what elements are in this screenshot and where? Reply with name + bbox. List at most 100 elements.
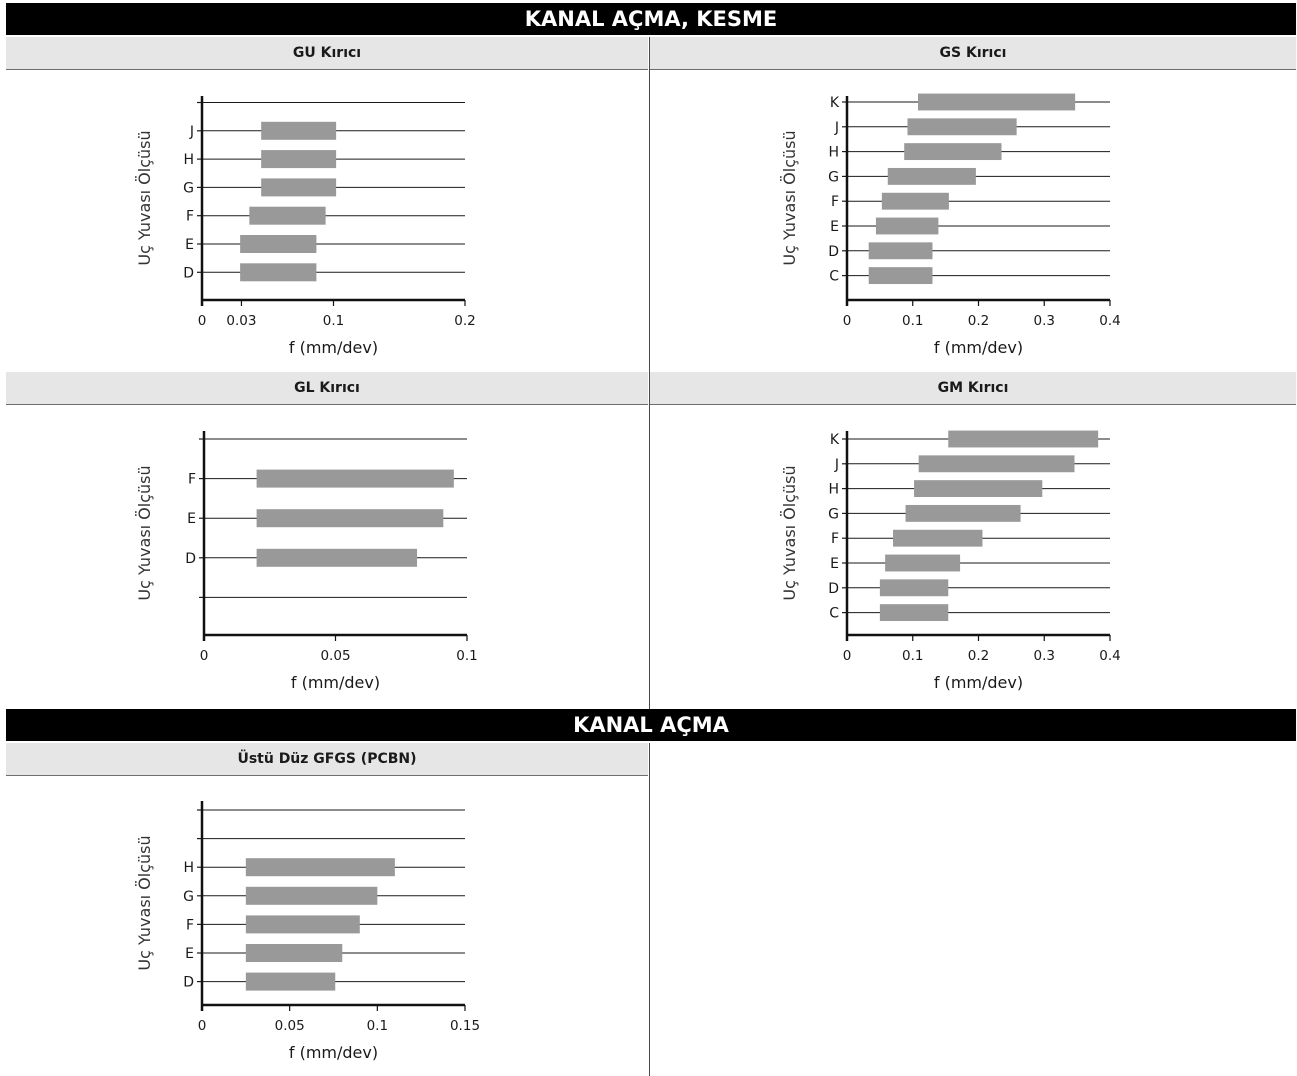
x-tick-label: 0.1 (902, 313, 923, 329)
x-tick-label: 0.1 (323, 313, 344, 329)
bar-F (893, 529, 983, 547)
x-tick-label: 0.4 (1099, 648, 1120, 664)
x-tick-label: 0.03 (226, 313, 256, 329)
y-tick-label: E (830, 556, 839, 572)
y-tick-label: E (185, 237, 194, 253)
y-tick-label: F (831, 531, 839, 547)
x-axis-label: f (mm/dev) (291, 673, 380, 692)
y-tick-label: E (830, 219, 839, 235)
bar-E (245, 944, 343, 962)
x-tick-label: 0 (200, 648, 209, 664)
x-tick-label: 0 (843, 648, 852, 664)
x-tick-label: 0.2 (968, 313, 989, 329)
y-tick-label: E (187, 511, 196, 527)
section-header-kanal-acma-kesme: KANAL AÇMA, KESME (6, 3, 1296, 35)
chart-title-gl: GL Kırıcı (6, 372, 648, 405)
bar-E (256, 509, 444, 528)
y-tick-label: E (185, 946, 194, 962)
bar-F (249, 206, 326, 225)
bar-K (918, 93, 1076, 111)
y-tick-label: K (830, 432, 840, 448)
y-tick-label: J (189, 124, 194, 140)
bar-E (885, 554, 961, 572)
bar-F (881, 192, 949, 210)
x-axis-label: f (mm/dev) (289, 338, 378, 357)
x-tick-label: 0 (198, 313, 207, 329)
x-tick-label: 0 (198, 1018, 207, 1034)
bar-C (868, 267, 933, 285)
y-tick-label: H (183, 152, 194, 168)
section-title: KANAL AÇMA, KESME (524, 7, 778, 31)
bar-G (261, 178, 337, 197)
y-tick-label: H (828, 145, 839, 161)
y-tick-label: F (188, 472, 196, 488)
y-tick-label: K (830, 95, 840, 111)
y-axis-label: Uç Yuvası Ölçüsü (780, 465, 799, 600)
y-tick-label: C (829, 269, 839, 285)
bar-J (907, 118, 1017, 136)
bar-K (948, 430, 1099, 448)
bar-C (879, 604, 949, 622)
bar-D (245, 972, 336, 991)
bar-D (879, 579, 949, 597)
y-axis-label: Uç Yuvası Ölçüsü (780, 130, 799, 265)
chart-title-gu: GU Kırıcı (6, 37, 648, 70)
x-tick-label: 0.3 (1034, 313, 1055, 329)
y-tick-label: J (834, 120, 839, 136)
x-tick-label: 0.05 (275, 1018, 305, 1034)
x-axis-label: f (mm/dev) (289, 1043, 378, 1062)
bar-F (245, 915, 360, 934)
x-tick-label: 0.4 (1099, 313, 1120, 329)
bar-E (240, 235, 317, 253)
bar-H (245, 858, 395, 877)
y-tick-label: G (183, 889, 194, 905)
x-tick-label: 0 (843, 313, 852, 329)
y-axis-label: Uç Yuvası Ölçüsü (135, 465, 154, 600)
y-tick-label: F (831, 194, 839, 210)
x-tick-label: 0.3 (1034, 648, 1055, 664)
bar-G (887, 167, 976, 185)
chart-title-gm: GM Kırıcı (650, 372, 1296, 405)
section-header-kanal-acma: KANAL AÇMA (6, 709, 1296, 741)
y-tick-label: G (183, 180, 194, 196)
y-tick-label: H (183, 860, 194, 876)
y-tick-label: D (183, 975, 194, 991)
y-tick-label: H (828, 482, 839, 498)
x-tick-label: 0.1 (367, 1018, 388, 1034)
y-axis-label: Uç Yuvası Ölçüsü (135, 835, 154, 970)
y-tick-label: D (828, 244, 839, 260)
section-title: KANAL AÇMA (573, 713, 729, 737)
column-divider (649, 743, 650, 1076)
x-tick-label: 0.1 (456, 648, 477, 664)
chart-title-gfgs: Üstü Düz GFGS (PCBN) (6, 743, 648, 776)
y-tick-label: F (186, 209, 194, 225)
bar-J (261, 121, 337, 140)
bar-G (905, 504, 1021, 522)
bar-H (261, 150, 337, 169)
y-tick-label: G (828, 506, 839, 522)
y-tick-label: D (185, 551, 196, 567)
bar-G (245, 886, 378, 905)
y-tick-label: G (828, 169, 839, 185)
x-tick-label: 0.05 (320, 648, 350, 664)
x-tick-label: 0.15 (450, 1018, 480, 1034)
y-tick-label: D (183, 265, 194, 281)
chart-title-gs: GS Kırıcı (650, 37, 1296, 70)
y-tick-label: J (834, 457, 839, 473)
y-axis-label: Uç Yuvası Ölçüsü (135, 130, 154, 265)
bar-J (918, 455, 1075, 473)
bar-F (256, 469, 454, 488)
x-axis-label: f (mm/dev) (934, 338, 1023, 357)
bar-D (240, 263, 317, 282)
bar-D (868, 242, 933, 260)
x-tick-label: 0.2 (454, 313, 475, 329)
y-tick-label: C (829, 606, 839, 622)
bar-D (256, 548, 418, 567)
x-axis-label: f (mm/dev) (934, 673, 1023, 692)
y-tick-label: F (186, 917, 194, 933)
bar-E (875, 217, 939, 235)
